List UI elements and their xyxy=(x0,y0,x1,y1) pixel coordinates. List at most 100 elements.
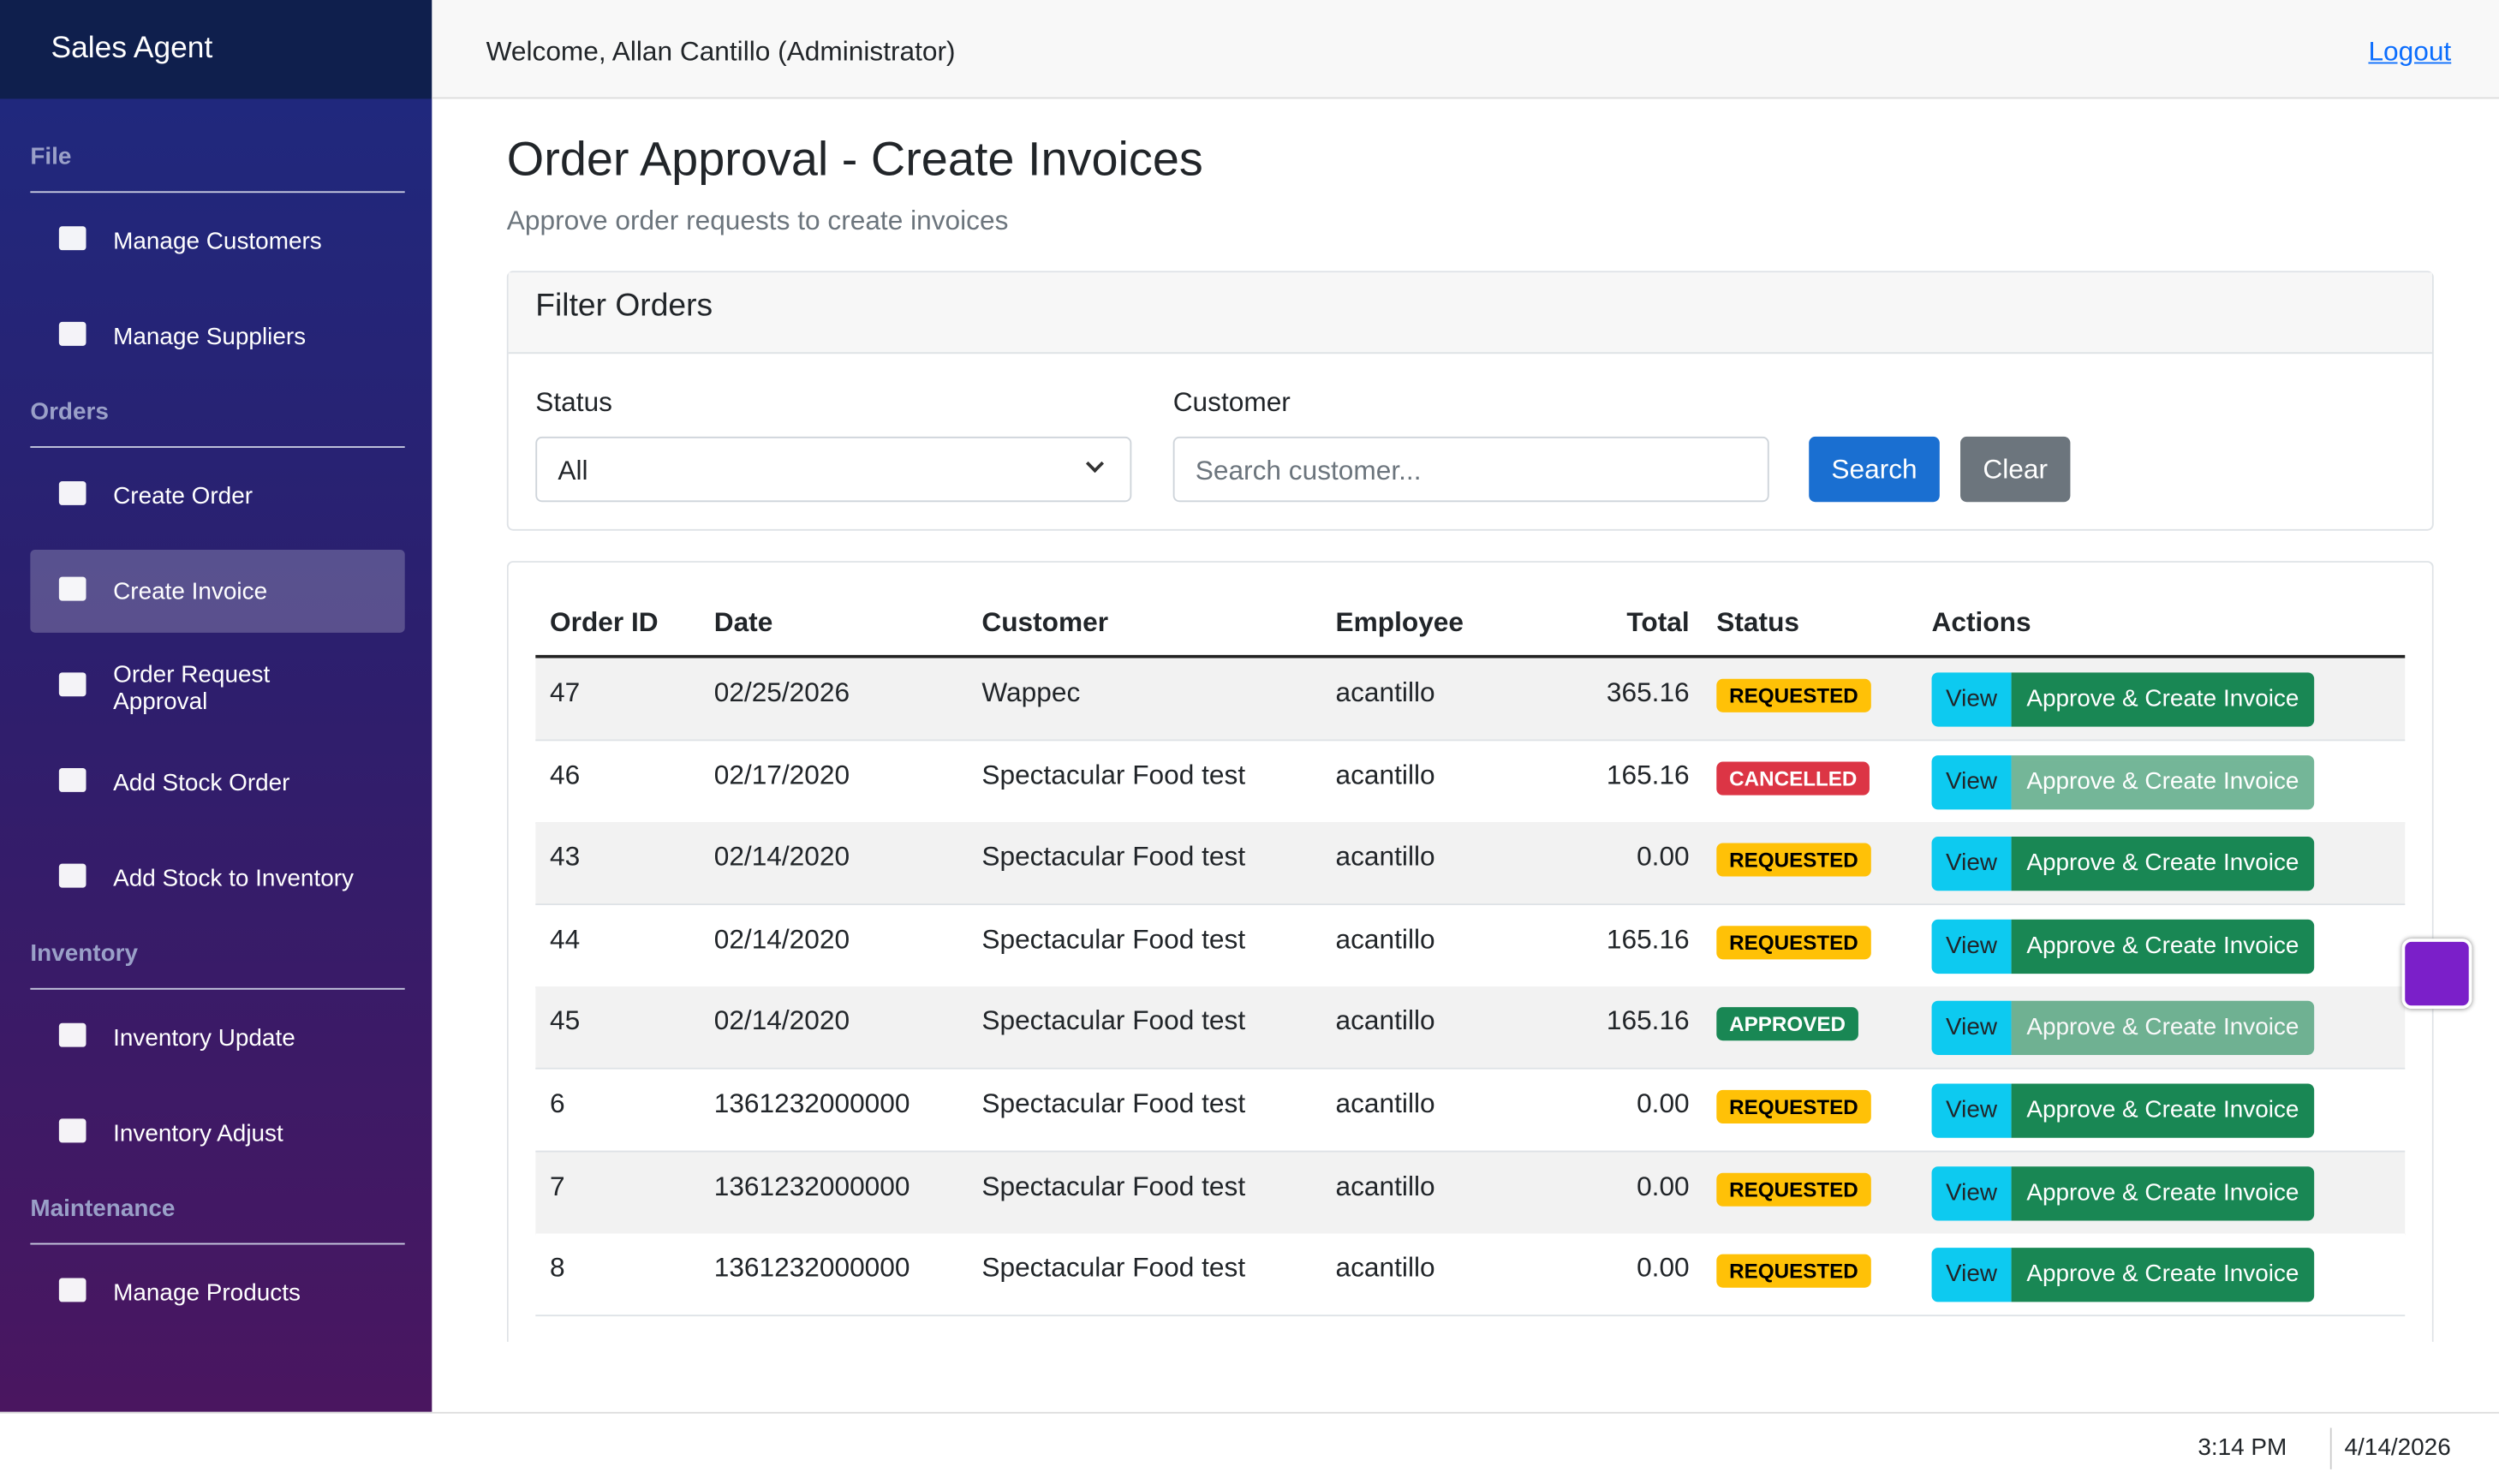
taskbar-time: 3:14 PM xyxy=(2198,1433,2287,1462)
nav-item[interactable]: Add Stock Order xyxy=(113,769,290,797)
nav-item[interactable]: Manage Products xyxy=(113,1279,301,1308)
status-label: Status xyxy=(535,387,613,418)
approve-button: Approve & Create Invoice xyxy=(2011,1001,2315,1056)
order-total: 165.16 xyxy=(1606,924,1690,955)
status-select[interactable]: All xyxy=(535,436,1132,503)
nav-item[interactable]: Create Order xyxy=(113,482,253,510)
page-title: Order Approval - Create Invoices xyxy=(506,134,1203,187)
customer-input[interactable]: Search customer... xyxy=(1172,436,1769,503)
approve-button: Approve & Create Invoice xyxy=(2011,754,2315,809)
nav-icon xyxy=(58,321,86,346)
nav-icon xyxy=(58,1278,86,1302)
approve-button[interactable]: Approve & Create Invoice xyxy=(2011,672,2315,727)
approve-button[interactable]: Approve & Create Invoice xyxy=(2011,837,2315,891)
order-id: 47 xyxy=(550,676,581,708)
nav-icon xyxy=(58,481,86,505)
order-employee: acantillo xyxy=(1335,1171,1435,1201)
view-button[interactable]: View xyxy=(1931,672,2012,727)
order-total: 165.16 xyxy=(1606,1006,1690,1037)
order-customer: Spectacular Food test xyxy=(981,1006,1246,1037)
order-id: 44 xyxy=(550,924,581,955)
section-title: File xyxy=(30,143,72,171)
order-total: 165.16 xyxy=(1606,759,1690,790)
order-id: 45 xyxy=(550,1006,581,1037)
filter-header xyxy=(508,272,2432,355)
filter-card xyxy=(506,271,2434,531)
view-button[interactable]: View xyxy=(1931,1248,2012,1302)
view-button[interactable]: View xyxy=(1931,837,2012,891)
order-date: 02/14/2020 xyxy=(713,1006,850,1037)
view-button[interactable]: View xyxy=(1931,919,2012,974)
customer-label: Customer xyxy=(1172,387,1291,418)
select-value: All xyxy=(558,456,588,486)
status-badge: CANCELLED xyxy=(1716,760,1870,795)
taskbar-separator xyxy=(2329,1427,2332,1469)
order-total: 0.00 xyxy=(1637,1253,1690,1284)
order-employee: acantillo xyxy=(1335,1253,1435,1284)
order-customer: Spectacular Food test xyxy=(981,1253,1246,1284)
filter-title: Filter Orders xyxy=(535,288,713,324)
nav-icon xyxy=(58,226,86,251)
select-caret xyxy=(1085,455,1105,474)
order-id: 8 xyxy=(550,1253,565,1284)
floating-widget[interactable] xyxy=(2401,939,2472,1010)
table-row xyxy=(535,1069,2406,1153)
nav-item[interactable]: Inventory Adjust xyxy=(113,1120,283,1147)
order-id: 43 xyxy=(550,841,581,873)
order-date: 02/17/2020 xyxy=(713,759,850,790)
column-header: Total xyxy=(1626,607,1690,638)
search-button[interactable]: Search xyxy=(1809,436,1940,503)
order-employee: acantillo xyxy=(1335,676,1435,708)
order-customer: Spectacular Food test xyxy=(981,1171,1246,1201)
order-id: 46 xyxy=(550,759,581,790)
view-button[interactable]: View xyxy=(1931,1165,2012,1220)
view-button[interactable]: View xyxy=(1931,1001,2012,1056)
taskbar xyxy=(0,1411,2499,1484)
nav-item[interactable]: Manage Customers xyxy=(113,228,322,255)
approve-button[interactable]: Approve & Create Invoice xyxy=(2011,1083,2315,1138)
brand-bar xyxy=(0,0,432,99)
order-customer: Wappec xyxy=(981,676,1081,708)
column-header: Employee xyxy=(1335,607,1464,638)
order-total: 0.00 xyxy=(1637,1171,1690,1201)
view-button[interactable]: View xyxy=(1931,754,2012,809)
nav-item[interactable]: Manage Suppliers xyxy=(113,323,307,351)
approve-button[interactable]: Approve & Create Invoice xyxy=(2011,919,2315,974)
divider xyxy=(30,987,405,990)
input-placeholder: Search customer... xyxy=(1195,456,1422,486)
column-header: Customer xyxy=(981,607,1109,638)
nav-icon xyxy=(58,576,86,601)
order-customer: Spectacular Food test xyxy=(981,841,1246,873)
section-title: Inventory xyxy=(30,939,139,968)
nav-item[interactable]: Inventory Update xyxy=(113,1024,295,1052)
taskbar-date: 4/14/2026 xyxy=(2344,1433,2451,1462)
logout-link[interactable]: Logout xyxy=(2368,36,2452,68)
order-customer: Spectacular Food test xyxy=(981,924,1246,955)
status-badge: REQUESTED xyxy=(1716,1254,1871,1289)
header-rule xyxy=(535,654,2406,659)
divider xyxy=(30,1243,405,1245)
order-date: 1361232000000 xyxy=(713,1088,910,1119)
approve-button[interactable]: Approve & Create Invoice xyxy=(2011,1248,2315,1302)
view-button[interactable]: View xyxy=(1931,1083,2012,1138)
order-date: 1361232000000 xyxy=(713,1171,910,1201)
order-date: 02/14/2020 xyxy=(713,841,850,873)
order-total: 0.00 xyxy=(1637,841,1690,873)
nav-icon xyxy=(58,863,86,888)
status-badge: APPROVED xyxy=(1716,1007,1858,1041)
clear-button[interactable]: Clear xyxy=(1960,436,2071,503)
approve-button[interactable]: Approve & Create Invoice xyxy=(2011,1165,2315,1220)
nav-item[interactable]: Order Request Approval xyxy=(113,661,271,716)
column-header: Date xyxy=(713,607,773,638)
order-total: 0.00 xyxy=(1637,1088,1690,1119)
order-employee: acantillo xyxy=(1335,924,1435,955)
order-customer: Spectacular Food test xyxy=(981,759,1246,790)
nav-item[interactable]: Add Stock to Inventory xyxy=(113,865,354,893)
nav-item[interactable]: Create Invoice xyxy=(113,578,268,606)
divider xyxy=(30,446,405,448)
order-customer: Spectacular Food test xyxy=(981,1088,1246,1119)
order-id: 7 xyxy=(550,1171,565,1201)
section-title: Orders xyxy=(30,398,109,426)
divider xyxy=(30,191,405,194)
